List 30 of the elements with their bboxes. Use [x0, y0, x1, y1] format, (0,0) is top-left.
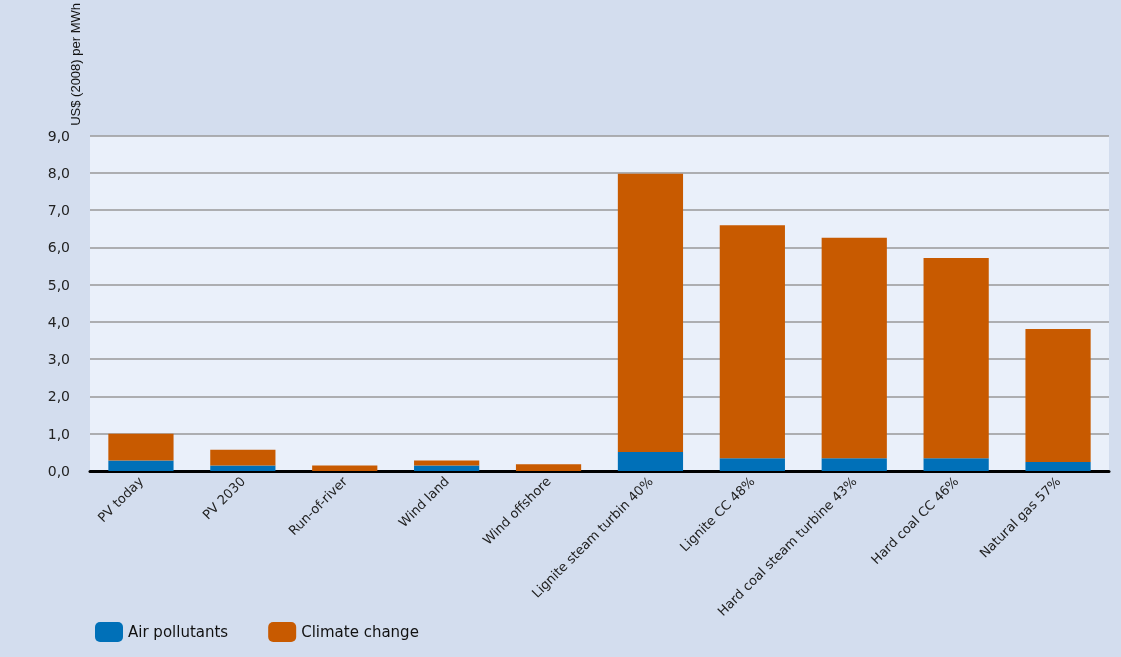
bar — [617, 173, 684, 452]
bar — [312, 465, 378, 471]
bar — [210, 465, 276, 471]
bar — [515, 464, 582, 471]
y-tick-label: 8,0 — [47, 164, 70, 181]
bar — [923, 257, 989, 459]
bar — [108, 433, 174, 461]
y-tick-label: 5,0 — [47, 276, 70, 293]
bar — [1025, 329, 1091, 463]
y-tick-label: 1,0 — [47, 425, 70, 442]
legend-label: Air pollutants — [128, 623, 229, 641]
bar — [617, 452, 684, 471]
bar — [414, 465, 480, 471]
bar — [108, 460, 174, 471]
bar — [719, 458, 785, 471]
bar — [210, 449, 276, 466]
y-tick-label: 2,0 — [47, 388, 70, 405]
y-tick-label: 6,0 — [47, 239, 70, 256]
y-tick-label: 0,0 — [47, 463, 70, 479]
bar — [821, 237, 887, 459]
bar — [923, 458, 989, 471]
bar — [719, 225, 785, 459]
legend-label: Climate change — [301, 623, 419, 641]
y-axis-title: US$ (2008) per MWh — [68, 3, 83, 126]
bar — [1025, 462, 1091, 471]
y-tick-label: 3,0 — [47, 351, 70, 368]
y-tick-label: 9,0 — [47, 127, 70, 144]
bar — [821, 458, 887, 471]
y-tick-label: 4,0 — [47, 313, 70, 330]
y-tick-label: 7,0 — [47, 202, 70, 219]
